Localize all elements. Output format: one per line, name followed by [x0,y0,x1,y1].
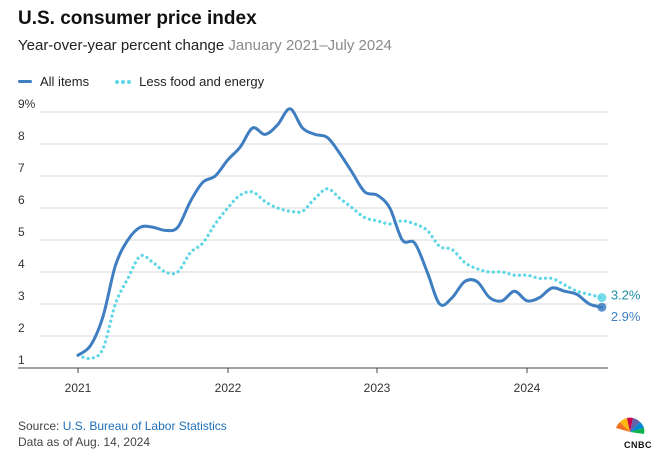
legend-swatch-solid [18,80,32,83]
end-label-core: 3.2% [611,288,641,303]
y-tick-label: 4 [18,257,25,271]
legend-swatch-dotted [115,79,132,84]
subtitle-main: Year-over-year percent change [18,37,225,54]
source-prefix: Source: [18,419,63,433]
y-tick-label: 8 [18,129,25,143]
x-tick-label: 2023 [364,381,391,395]
legend: All items Less food and energy [18,74,290,89]
y-tick-label: 5 [18,225,25,239]
legend-label-core: Less food and energy [139,74,265,89]
y-tick-label: 6 [18,193,25,207]
legend-item-all-items: All items [18,74,89,89]
footer: Source: U.S. Bureau of Labor Statistics … [18,418,227,450]
y-tick-label: 9% [18,97,36,111]
series-line-core [76,187,604,361]
x-tick-label: 2021 [65,381,92,395]
y-tick-label: 7 [18,161,25,175]
source-line: Source: U.S. Bureau of Labor Statistics [18,418,227,434]
data-as-of: Data as of Aug. 14, 2024 [18,435,151,449]
chart-title: U.S. consumer price index [18,8,257,29]
y-tick-label: 1 [18,353,25,367]
cnbc-logo-text: CNBC [624,440,652,450]
end-label-all-items: 2.9% [611,309,641,324]
legend-label-all-items: All items [40,74,90,89]
cnbc-peacock-logo [616,417,645,434]
source-link[interactable]: U.S. Bureau of Labor Statistics [62,419,227,433]
chart-subtitle: Year-over-year percent change January 20… [18,37,392,54]
subtitle-range: January 2021–July 2024 [228,37,392,54]
x-tick-label: 2024 [514,381,541,395]
end-point-core [597,293,607,303]
series-line-all-items [76,107,604,357]
line-chart: 1 2 3 4 5 6 7 8 9% 2021 2022 2023 2024 3.2% 2.9% [18,97,641,395]
y-tick-label: 3 [18,289,25,303]
legend-item-core: Less food and energy [115,74,264,89]
x-tick-label: 2022 [215,381,242,395]
y-tick-label: 2 [18,321,25,335]
end-point-all-items [597,302,607,312]
